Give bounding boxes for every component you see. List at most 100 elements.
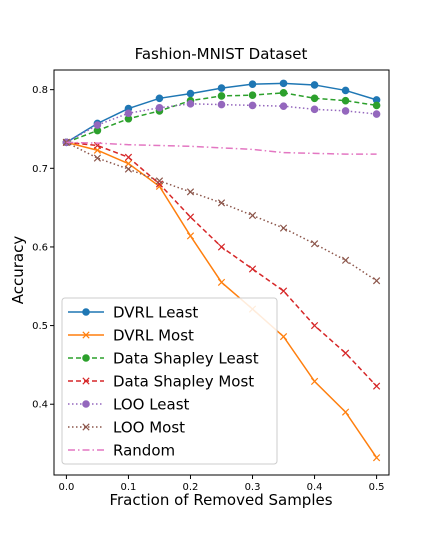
legend-marker — [82, 400, 90, 408]
data-point — [186, 213, 195, 221]
legend-marker — [82, 423, 90, 431]
data-point — [372, 110, 381, 118]
series-loo-least — [62, 100, 381, 147]
series-dvrl-least — [62, 79, 381, 147]
data-point — [217, 199, 226, 207]
x-axis-ticks: 0.0 0.1 0.2 0.3 0.4 0.5 — [58, 475, 385, 493]
legend-marker — [82, 377, 90, 385]
legend-item: LOO Most — [68, 419, 185, 437]
data-point — [310, 81, 319, 89]
y-axis-ticks: 0.4 0.5 0.6 0.7 0.8 — [32, 85, 54, 411]
legend-marker — [82, 331, 90, 339]
series-line — [66, 92, 377, 144]
x-tick-label: 0.0 — [58, 482, 74, 493]
data-point — [279, 332, 288, 341]
data-point — [341, 408, 350, 416]
y-tick-label: 0.6 — [32, 242, 48, 253]
data-point — [279, 79, 288, 88]
data-point — [93, 121, 102, 129]
legend-label: DVRL Most — [113, 327, 194, 345]
data-point — [217, 84, 226, 92]
legend-item: DVRL Least — [68, 304, 198, 322]
legend-label: DVRL Least — [113, 304, 198, 322]
data-point — [310, 105, 319, 114]
data-point — [279, 102, 288, 110]
data-point — [248, 211, 257, 220]
legend-label: Random — [113, 442, 175, 460]
x-tick-label: 0.3 — [245, 482, 261, 493]
data-point — [248, 101, 257, 110]
legend-item: Random — [68, 442, 175, 460]
data-point — [248, 91, 257, 99]
y-axis-label: Accuracy — [9, 236, 27, 305]
data-point — [186, 100, 195, 108]
data-point — [124, 109, 133, 118]
legend-label: LOO Most — [113, 419, 185, 437]
series-layer — [62, 79, 381, 462]
data-point — [341, 349, 350, 357]
data-point — [341, 86, 350, 95]
data-point — [124, 165, 133, 173]
legend-item: DVRL Most — [68, 327, 194, 345]
data-point — [372, 454, 381, 462]
data-point — [217, 92, 226, 100]
series-loo-most — [62, 138, 381, 285]
legend-item: Data Shapley Most — [68, 373, 254, 391]
data-point — [155, 103, 164, 112]
x-tick-label: 0.1 — [120, 482, 136, 493]
data-point — [341, 256, 350, 264]
data-point — [155, 182, 164, 191]
data-point — [341, 107, 350, 115]
data-point — [310, 377, 319, 386]
data-point — [372, 277, 381, 285]
legend-item: Data Shapley Least — [68, 350, 259, 368]
legend-marker — [82, 308, 90, 316]
data-point — [155, 180, 164, 188]
series-random — [66, 141, 377, 155]
data-point — [155, 177, 164, 185]
x-tick-label: 0.2 — [183, 482, 199, 493]
legend: DVRL Least DVRL Most Data Shapley Least Dat… — [61, 297, 278, 465]
data-point — [372, 382, 381, 390]
x-tick-label: 0.4 — [307, 482, 323, 493]
data-point — [124, 153, 133, 161]
series-line — [66, 141, 378, 282]
legend-label: Data Shapley Most — [113, 373, 254, 391]
data-point — [248, 80, 257, 88]
plot-frame — [53, 69, 390, 476]
data-point — [186, 232, 195, 240]
y-tick-label: 0.7 — [32, 164, 48, 175]
legend-box — [61, 297, 278, 465]
data-point — [186, 89, 195, 98]
data-point — [279, 224, 288, 232]
chart-title: Fashion-MNIST Dataset — [135, 45, 308, 63]
data-point — [93, 154, 102, 162]
y-tick-label: 0.8 — [32, 85, 48, 96]
series-line — [66, 103, 377, 144]
legend-label: Data Shapley Least — [113, 350, 259, 368]
plot-area — [53, 69, 390, 476]
data-point — [217, 100, 226, 109]
y-tick-label: 0.5 — [32, 321, 48, 332]
data-point — [186, 188, 195, 196]
data-point — [279, 287, 288, 295]
data-point — [124, 159, 133, 168]
legend-marker — [82, 354, 90, 362]
data-point — [310, 321, 319, 330]
data-point — [341, 96, 350, 105]
legend-label: LOO Least — [113, 396, 190, 414]
legend-item: LOO Least — [68, 396, 190, 414]
x-axis-label: Fraction of Removed Samples — [109, 491, 332, 509]
series-line — [66, 141, 377, 155]
data-point — [217, 278, 226, 286]
data-point — [310, 240, 319, 248]
y-tick-label: 0.4 — [32, 400, 48, 411]
data-point — [155, 94, 164, 103]
data-point — [310, 94, 319, 103]
data-point — [248, 265, 257, 273]
data-point — [279, 89, 288, 97]
x-tick-label: 0.5 — [369, 482, 385, 493]
data-point — [217, 243, 226, 251]
data-point — [372, 101, 381, 110]
